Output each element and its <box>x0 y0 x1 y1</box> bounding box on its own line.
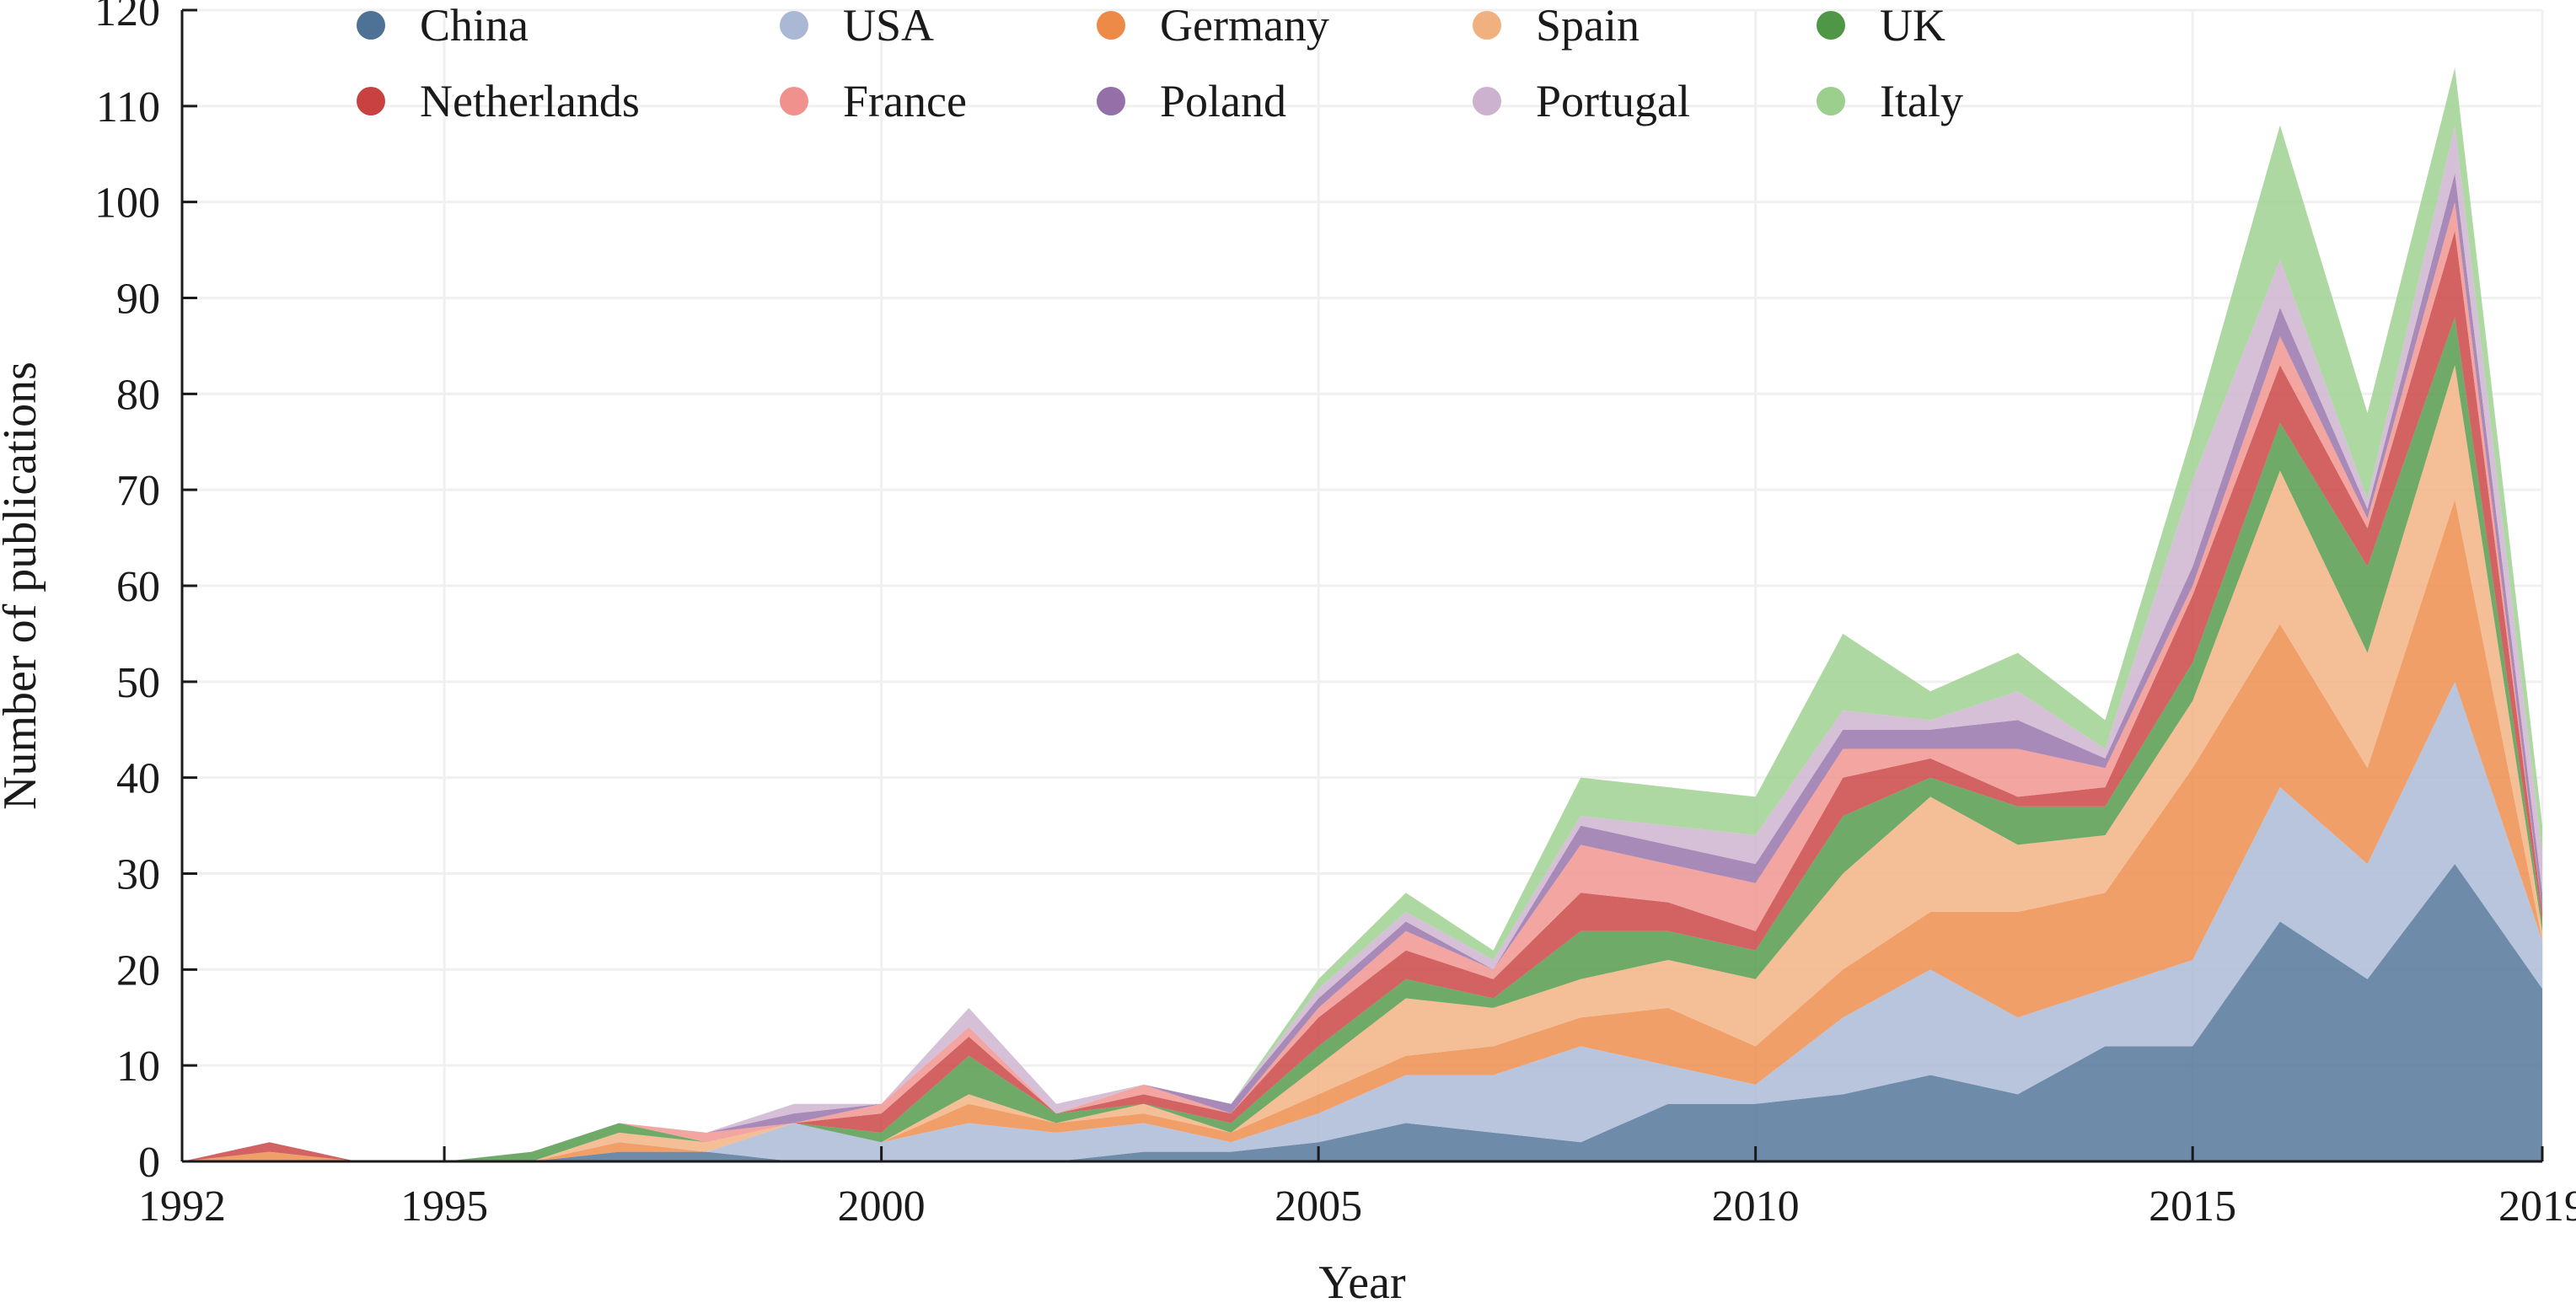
legend-label-usa: USA <box>843 0 934 51</box>
legend-label-france: France <box>843 76 967 126</box>
y-tick-label: 120 <box>94 0 160 35</box>
legend-swatch-usa <box>780 11 808 40</box>
legend-swatch-poland <box>1097 87 1125 115</box>
area-usa <box>182 681 2542 1161</box>
x-tick-label: 2010 <box>1712 1182 1800 1231</box>
y-tick-label: 50 <box>116 659 160 707</box>
legend-item-poland: Poland <box>1097 76 1286 126</box>
x-tick-label: 1995 <box>400 1182 488 1231</box>
x-tick-label: 2005 <box>1275 1182 1362 1231</box>
legend-swatch-uk <box>1817 11 1845 40</box>
legend-item-usa: USA <box>780 0 934 51</box>
legend-item-uk: UK <box>1817 0 1945 51</box>
legend-label-italy: Italy <box>1880 76 1963 126</box>
area-china <box>182 864 2542 1161</box>
y-tick-label: 30 <box>116 851 160 899</box>
x-tick-label: 2015 <box>2149 1182 2236 1231</box>
y-tick-label: 40 <box>116 755 160 803</box>
y-tick-label: 110 <box>96 83 160 131</box>
legend-item-china: China <box>357 0 529 51</box>
legend-swatch-france <box>780 87 808 115</box>
legend: China USA Germany Spain UK Netherlands France P… <box>357 0 1963 126</box>
legend-swatch-netherlands <box>357 87 385 115</box>
y-tick-label: 70 <box>116 467 160 515</box>
tick-labels: 0 10 20 30 40 50 60 70 80 90 100 110 120 1992 1995 2000… <box>94 0 2576 1231</box>
y-tick-label: 100 <box>94 180 160 228</box>
legend-label-portugal: Portugal <box>1536 76 1690 126</box>
x-tick-label: 2019 <box>2498 1182 2576 1231</box>
legend-label-china: China <box>420 0 529 51</box>
legend-label-germany: Germany <box>1160 0 1329 51</box>
y-axis-label: Number of publications <box>0 362 46 810</box>
legend-item-italy: Italy <box>1817 76 1963 126</box>
legend-item-france: France <box>780 76 967 126</box>
legend-item-netherlands: Netherlands <box>357 76 640 126</box>
y-tick-label: 20 <box>116 946 160 995</box>
y-tick-label: 60 <box>116 563 160 611</box>
x-tick-label: 1992 <box>138 1182 226 1231</box>
area-poland <box>182 173 2542 1162</box>
y-tick-label: 0 <box>138 1139 160 1187</box>
legend-label-poland: Poland <box>1160 76 1286 126</box>
legend-label-spain: Spain <box>1536 0 1640 51</box>
legend-label-uk: UK <box>1880 0 1945 51</box>
legend-swatch-germany <box>1097 11 1125 40</box>
legend-label-netherlands: Netherlands <box>420 76 640 126</box>
series-areas <box>182 67 2542 1162</box>
legend-item-portugal: Portugal <box>1473 76 1690 126</box>
legend-item-germany: Germany <box>1097 0 1329 51</box>
x-axis-label: Year <box>1318 1257 1406 1303</box>
legend-item-spain: Spain <box>1473 0 1640 51</box>
legend-swatch-portugal <box>1473 87 1501 115</box>
y-tick-label: 90 <box>116 276 160 324</box>
legend-swatch-china <box>357 11 385 40</box>
ticks <box>180 8 2544 1163</box>
y-tick-label: 10 <box>116 1043 160 1091</box>
y-tick-label: 80 <box>116 371 160 419</box>
x-tick-label: 2000 <box>838 1182 926 1231</box>
legend-swatch-spain <box>1473 11 1501 40</box>
legend-swatch-italy <box>1817 87 1845 115</box>
area-portugal <box>182 125 2542 1162</box>
area-italy <box>182 67 2542 1161</box>
